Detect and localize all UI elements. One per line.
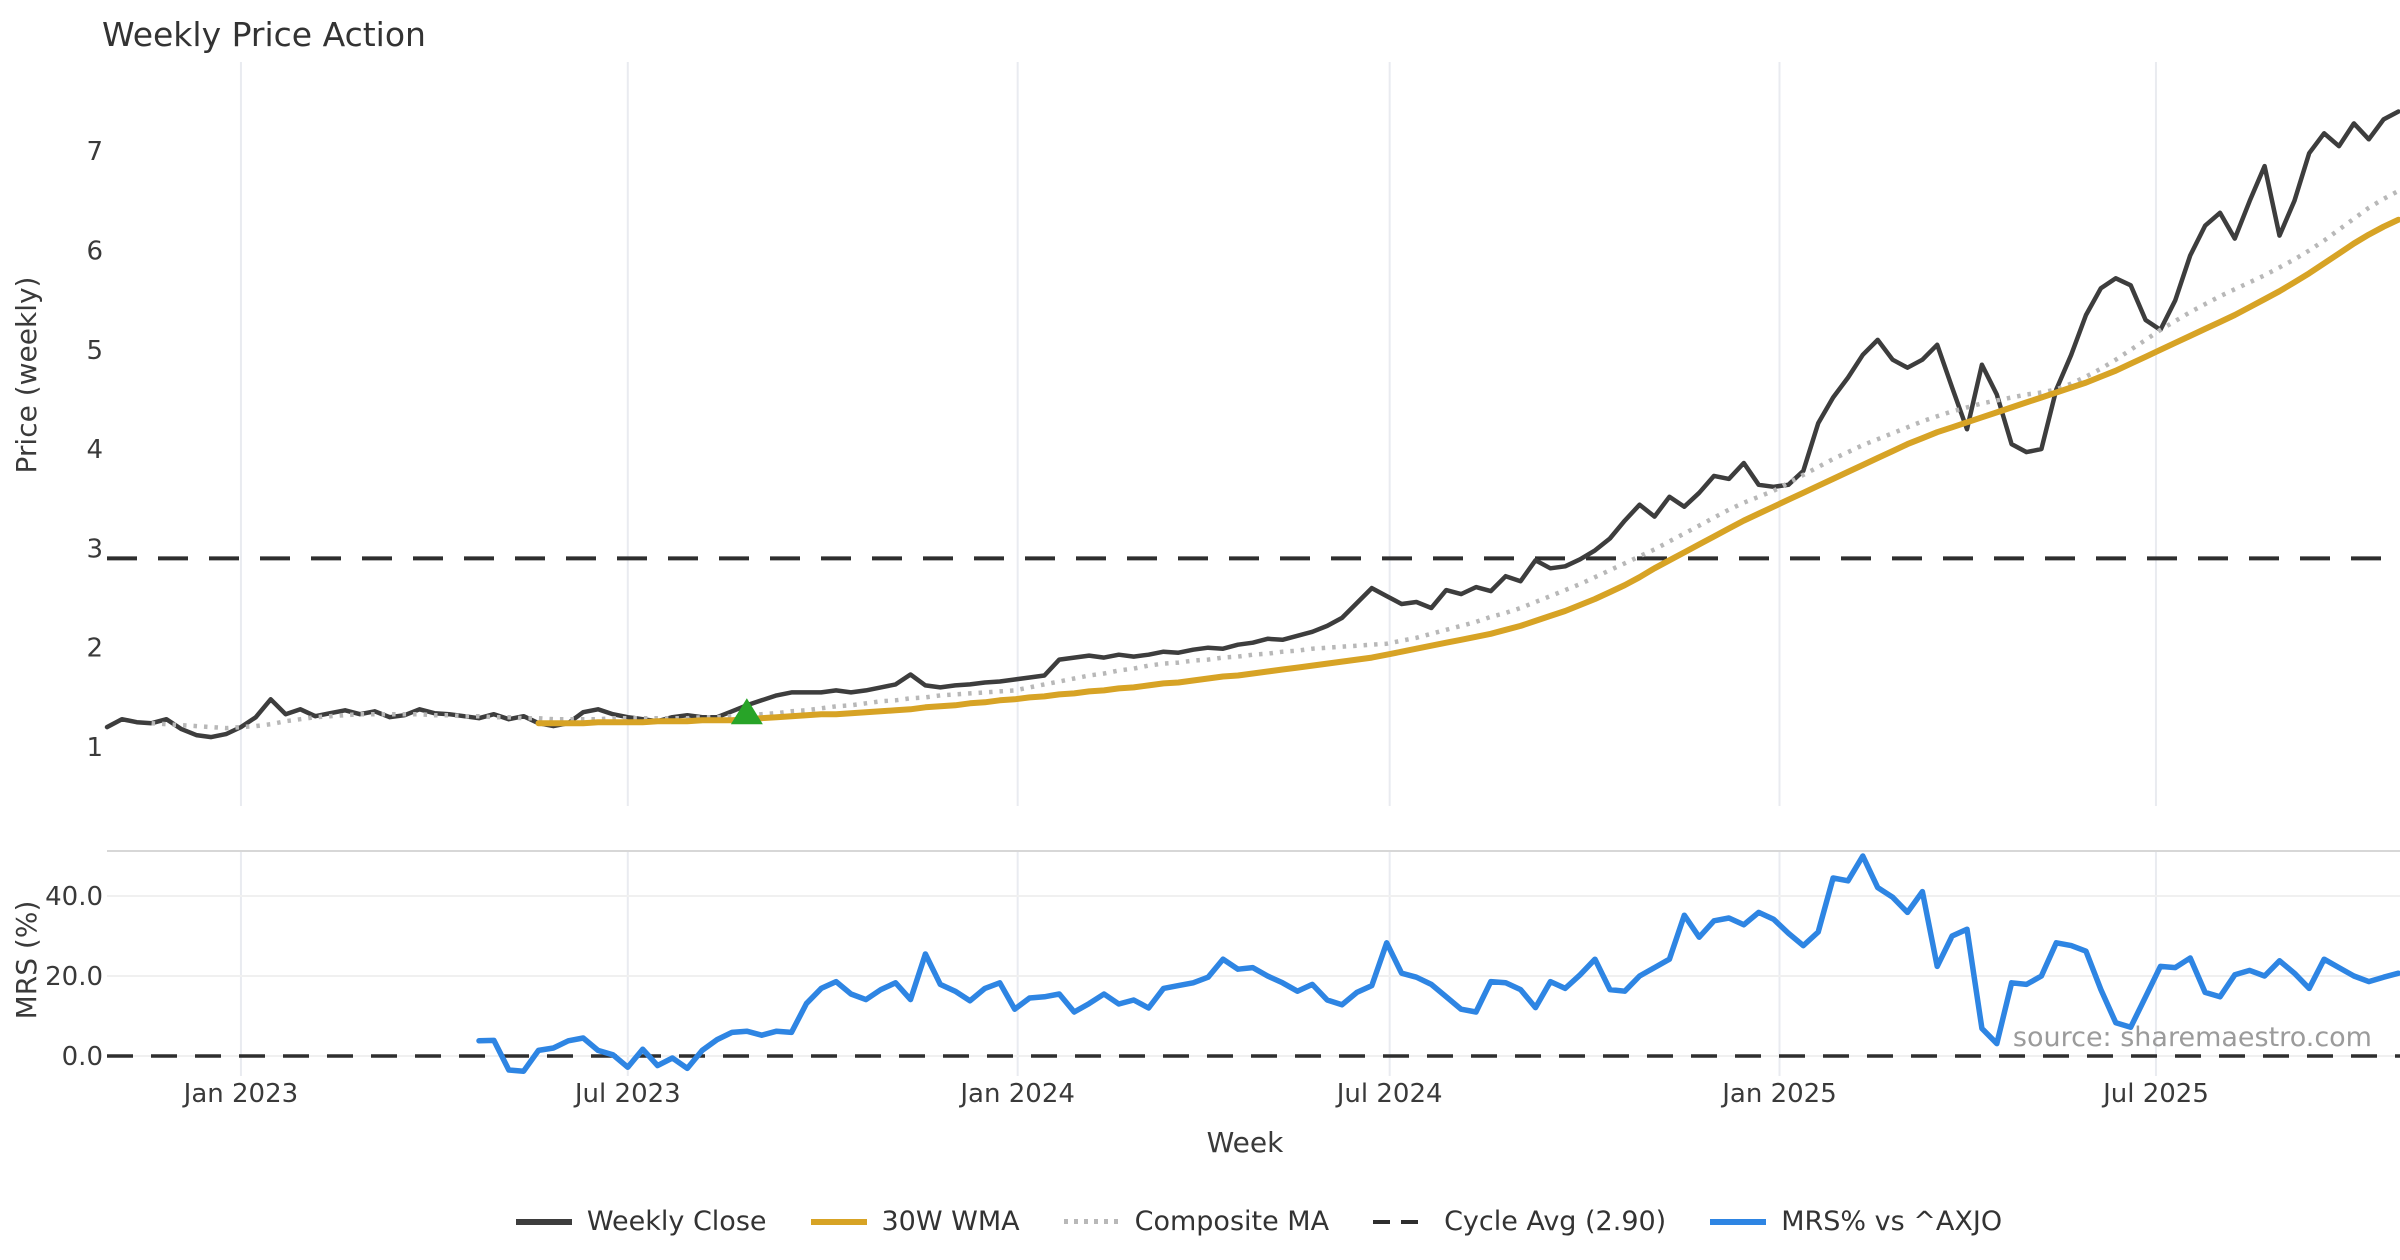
mrs-line-icon <box>1710 1218 1767 1225</box>
legend-item-weekly-close: Weekly Close <box>515 1206 767 1237</box>
x-tick-label: Jul 2025 <box>2101 1079 2209 1109</box>
price-tick-label: 6 <box>86 237 103 267</box>
wma-line-icon <box>810 1218 867 1225</box>
x-tick-label: Jan 2025 <box>1720 1079 1837 1109</box>
price-tick-label: 3 <box>86 534 103 564</box>
price-tick-label: 7 <box>86 137 103 167</box>
weekly-close-line <box>104 109 2400 740</box>
legend-label: Weekly Close <box>586 1206 767 1237</box>
mrs-vs-axjo-line <box>476 853 2400 1074</box>
legend-label: Composite MA <box>1134 1206 1330 1237</box>
source-watermark: source: sharemaestro.com <box>2013 1022 2372 1053</box>
buy-signal-triangle-marker <box>730 698 763 725</box>
price-tick-label: 4 <box>86 435 103 465</box>
composite-ma-line-icon <box>1063 1219 1120 1224</box>
cycle-avg-line-icon <box>1373 1219 1430 1224</box>
price-tick-label: 5 <box>86 336 103 366</box>
x-axis-label: Week <box>1207 1126 1284 1159</box>
x-tick-label: Jul 2024 <box>1335 1079 1443 1109</box>
mrs-axis-label: MRS (%) <box>10 901 43 1020</box>
30w-wma-line <box>535 216 2400 727</box>
legend-label: MRS% vs ^AXJO <box>1781 1206 2003 1237</box>
legend-item-composite-ma: Composite MA <box>1063 1206 1330 1237</box>
legend-item-cycle-avg: Cycle Avg (2.90) <box>1373 1206 1666 1237</box>
price-axis-label: Price (weekly) <box>10 277 43 474</box>
chart-legend: Weekly Close 30W WMA Composite MA Cycle … <box>0 1206 2400 1237</box>
mrs-tick-label: 40.0 <box>45 882 103 912</box>
x-tick-label: Jul 2023 <box>573 1079 681 1109</box>
x-tick-label: Jan 2024 <box>958 1079 1075 1109</box>
composite-ma-line <box>151 188 2400 731</box>
chart-title: Weekly Price Action <box>102 15 426 54</box>
price-tick-label: 1 <box>86 733 103 763</box>
legend-label: Cycle Avg (2.90) <box>1444 1206 1667 1237</box>
legend-label: 30W WMA <box>881 1206 1020 1237</box>
x-tick-label: Jan 2023 <box>182 1079 299 1109</box>
legend-item-mrs: MRS% vs ^AXJO <box>1710 1206 2002 1237</box>
mrs-tick-label: 0.0 <box>62 1042 103 1072</box>
weekly-close-line-icon <box>515 1218 572 1225</box>
price-tick-label: 2 <box>86 634 103 664</box>
legend-item-30w-wma: 30W WMA <box>810 1206 1020 1237</box>
mrs-tick-label: 20.0 <box>45 962 103 992</box>
